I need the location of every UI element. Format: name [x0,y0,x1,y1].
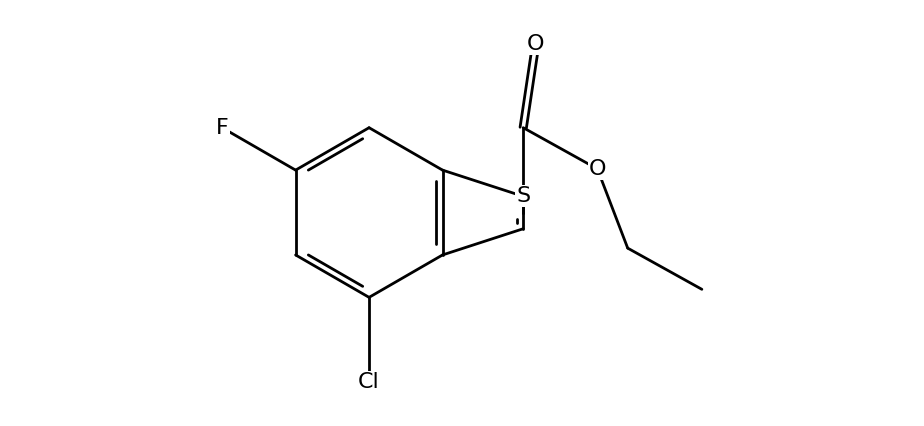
Text: F: F [216,118,228,138]
Text: Cl: Cl [359,372,380,392]
Text: O: O [589,159,606,179]
Text: S: S [517,186,530,206]
Text: O: O [527,34,544,54]
